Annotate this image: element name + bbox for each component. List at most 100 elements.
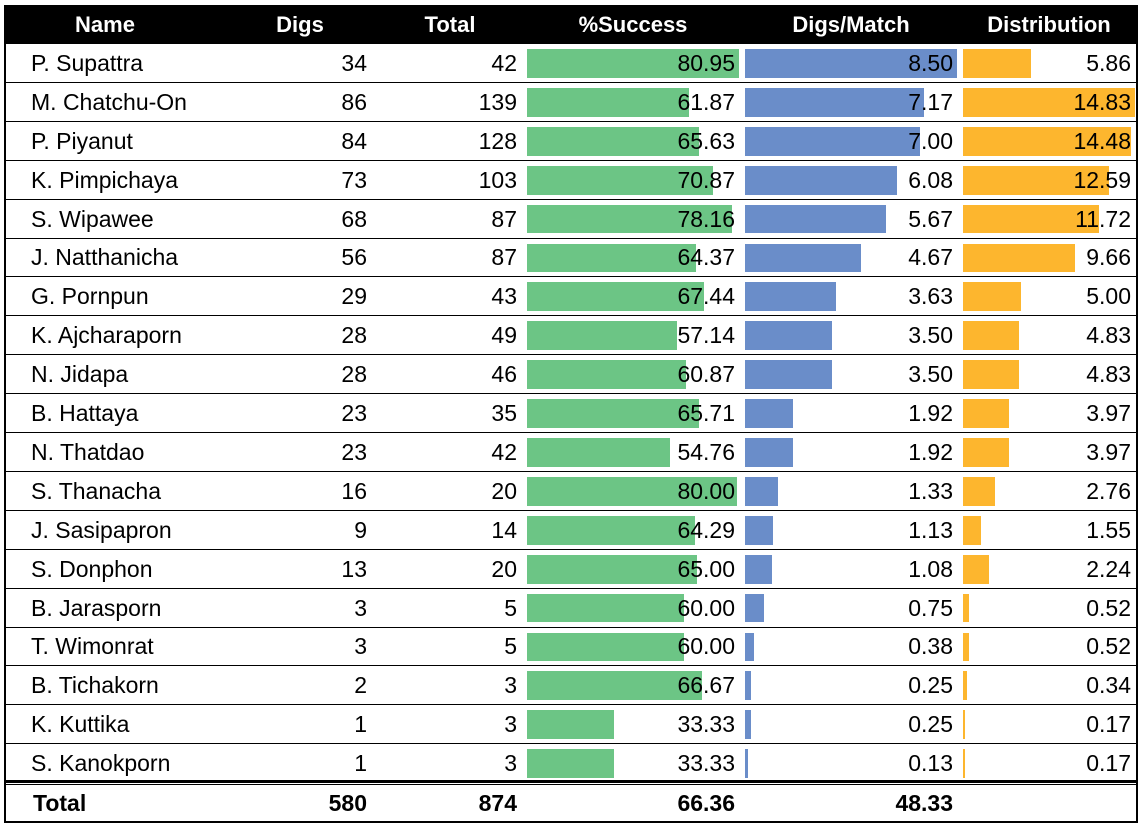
player-name: P. Supattra bbox=[31, 49, 144, 76]
row-divider bbox=[5, 509, 1137, 511]
digs-value: 29 bbox=[341, 283, 367, 310]
distribution-value: 5.00 bbox=[1086, 283, 1131, 310]
digs-match-bar bbox=[745, 554, 772, 584]
digs-match-value: 7.00 bbox=[908, 127, 953, 154]
row-divider bbox=[5, 354, 1137, 356]
success-bar bbox=[527, 438, 671, 467]
total-value: 43 bbox=[491, 283, 517, 310]
totals-digs-match: 48.33 bbox=[895, 790, 953, 816]
row-divider bbox=[5, 470, 1137, 472]
player-name: K. Ajcharaporn bbox=[31, 322, 182, 349]
player-name: P. Piyanut bbox=[31, 127, 133, 154]
digs-match-value: 3.50 bbox=[908, 361, 953, 388]
digs-value: 28 bbox=[341, 322, 367, 349]
digs-match-value: 6.08 bbox=[908, 166, 953, 193]
row-divider bbox=[5, 626, 1137, 628]
distribution-bar bbox=[963, 438, 1010, 467]
distribution-value: 5.86 bbox=[1086, 49, 1131, 76]
distribution-bar bbox=[963, 554, 989, 584]
success-bar bbox=[527, 243, 696, 273]
total-value: 128 bbox=[478, 127, 517, 154]
row-divider bbox=[5, 237, 1137, 239]
digs-match-bar bbox=[745, 632, 755, 662]
player-name: T. Wimonrat bbox=[31, 633, 154, 660]
total-value: 42 bbox=[491, 49, 517, 76]
player-name: B. Hattaya bbox=[31, 400, 139, 427]
success-value: 60.00 bbox=[677, 633, 735, 660]
row-divider bbox=[5, 120, 1137, 122]
distribution-value: 0.34 bbox=[1086, 672, 1131, 699]
player-name: K. Kuttika bbox=[31, 711, 130, 738]
totals-divider bbox=[5, 780, 1137, 782]
digs-match-value: 4.67 bbox=[908, 244, 953, 271]
player-name: S. Donphon bbox=[31, 555, 153, 582]
success-value: 80.95 bbox=[677, 49, 735, 76]
total-value: 5 bbox=[504, 594, 517, 621]
distribution-value: 3.97 bbox=[1086, 438, 1131, 465]
digs-match-value: 1.08 bbox=[908, 555, 953, 582]
success-bar bbox=[527, 360, 687, 390]
row-divider bbox=[5, 665, 1137, 667]
digs-value: 56 bbox=[341, 244, 367, 271]
distribution-value: 2.24 bbox=[1086, 555, 1131, 582]
row-divider bbox=[5, 548, 1137, 550]
row-divider bbox=[5, 743, 1137, 745]
digs-value: 3 bbox=[354, 633, 367, 660]
success-bar bbox=[527, 710, 615, 740]
digs-match-value: 1.33 bbox=[908, 477, 953, 504]
digs-value: 84 bbox=[341, 127, 367, 154]
header-name: Name bbox=[75, 11, 135, 37]
distribution-bar bbox=[963, 399, 1010, 428]
digs-match-bar bbox=[745, 399, 793, 428]
digs-match-bar bbox=[745, 87, 924, 117]
distribution-value: 14.48 bbox=[1073, 127, 1131, 154]
row-divider bbox=[5, 81, 1137, 83]
distribution-value: 11.72 bbox=[1075, 205, 1131, 232]
row-divider bbox=[5, 315, 1137, 317]
success-value: 33.33 bbox=[677, 711, 735, 738]
success-bar bbox=[527, 515, 696, 545]
distribution-value: 1.55 bbox=[1086, 516, 1131, 543]
success-bar bbox=[527, 749, 615, 779]
digs-match-bar bbox=[745, 710, 752, 740]
success-bar bbox=[527, 476, 737, 506]
distribution-bar bbox=[963, 243, 1076, 273]
table-right-border bbox=[1136, 5, 1138, 823]
total-value: 49 bbox=[491, 322, 517, 349]
distribution-bar bbox=[963, 321, 1020, 351]
success-bar bbox=[527, 204, 732, 234]
success-value: 66.67 bbox=[677, 672, 735, 699]
total-value: 20 bbox=[491, 555, 517, 582]
distribution-value: 0.17 bbox=[1086, 750, 1131, 777]
digs-value: 13 bbox=[341, 555, 367, 582]
digs-match-value: 0.75 bbox=[908, 594, 953, 621]
success-bar bbox=[527, 399, 700, 428]
digs-match-value: 0.13 bbox=[908, 750, 953, 777]
distribution-bar bbox=[963, 671, 967, 701]
digs-match-value: 1.92 bbox=[908, 400, 953, 427]
success-value: 64.37 bbox=[677, 244, 735, 271]
success-bar bbox=[527, 321, 677, 351]
success-value: 60.00 bbox=[677, 594, 735, 621]
distribution-value: 14.83 bbox=[1073, 88, 1131, 115]
digs-match-bar bbox=[745, 671, 752, 701]
digs-value: 73 bbox=[341, 166, 367, 193]
row-divider bbox=[5, 159, 1137, 161]
total-value: 42 bbox=[491, 438, 517, 465]
player-name: B. Tichakorn bbox=[31, 672, 159, 699]
digs-match-value: 5.67 bbox=[908, 205, 953, 232]
total-value: 46 bbox=[491, 361, 517, 388]
digs-match-value: 7.17 bbox=[908, 88, 953, 115]
totals-label: Total bbox=[33, 790, 87, 816]
header-success: %Success bbox=[578, 11, 688, 37]
digs-match-bar bbox=[745, 749, 749, 779]
distribution-value: 2.76 bbox=[1086, 477, 1131, 504]
success-bar bbox=[527, 49, 739, 78]
distribution-bar bbox=[963, 593, 970, 623]
digs-match-value: 0.25 bbox=[908, 672, 953, 699]
row-divider bbox=[5, 276, 1137, 278]
total-value: 103 bbox=[478, 166, 517, 193]
success-value: 78.16 bbox=[677, 205, 735, 232]
digs-match-bar bbox=[745, 282, 836, 312]
digs-value: 28 bbox=[341, 361, 367, 388]
